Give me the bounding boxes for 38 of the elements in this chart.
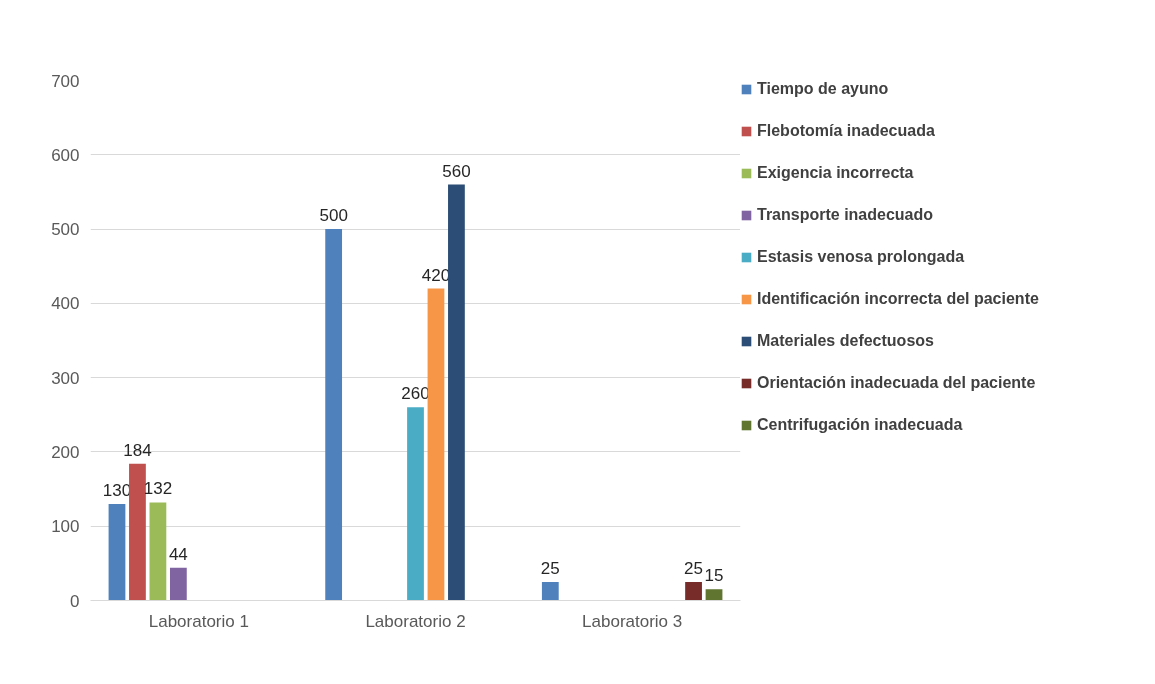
legend-label: Centrifugación inadecuada <box>757 416 963 434</box>
legend-label: Exigencia incorrecta <box>757 164 914 182</box>
data-label: 44 <box>168 544 188 564</box>
bar <box>541 581 559 601</box>
legend-label: Transporte inadecuado <box>757 206 934 224</box>
x-tick-label: Laboratorio 2 <box>365 611 466 631</box>
y-tick-label: 200 <box>51 442 80 462</box>
legend-label: Orientación inadecuada del paciente <box>757 374 1036 392</box>
bar <box>129 463 146 601</box>
legend-label: Flebotomía inadecuada <box>757 122 935 140</box>
y-tick-label: 100 <box>51 517 80 537</box>
data-label: 184 <box>123 440 152 460</box>
data-label: 15 <box>704 566 724 586</box>
y-tick-label: 500 <box>51 220 80 240</box>
legend-label: Materiales defectuosos <box>757 332 934 350</box>
bar <box>427 288 445 601</box>
x-tick-label: Laboratorio 1 <box>148 611 249 631</box>
y-tick-label: 300 <box>51 368 80 388</box>
data-label: 25 <box>684 558 704 578</box>
y-tick-label: 700 <box>51 71 80 91</box>
data-label: 25 <box>540 558 560 578</box>
x-tick-label: Laboratorio 3 <box>582 611 683 631</box>
y-tick-label: 400 <box>51 294 80 314</box>
bar <box>325 229 343 601</box>
bar <box>448 184 465 601</box>
bar <box>705 589 723 601</box>
bar <box>149 502 167 601</box>
bar <box>169 567 187 601</box>
data-label: 500 <box>319 206 348 226</box>
y-tick-label: 600 <box>51 145 80 165</box>
legend-label: Tiempo de ayuno <box>757 80 889 98</box>
bar <box>685 581 702 601</box>
legend-label: Identificación incorrecta del paciente <box>757 290 1039 308</box>
data-label: 560 <box>442 161 471 181</box>
legend-label: Estasis venosa prolongada <box>757 248 965 266</box>
bar <box>108 503 126 601</box>
y-tick-label: 0 <box>70 591 80 611</box>
bar <box>407 407 424 601</box>
